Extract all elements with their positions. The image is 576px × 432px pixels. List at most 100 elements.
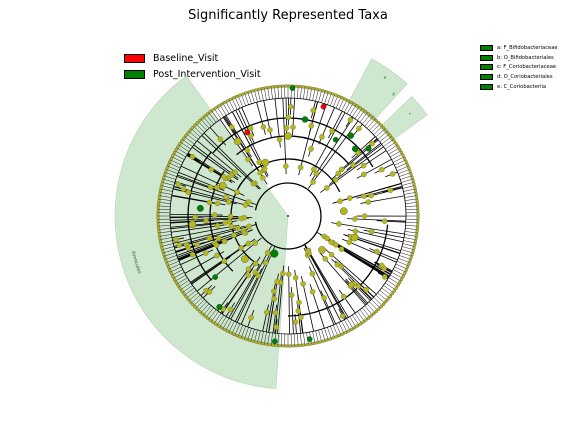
branch-edge [180, 165, 245, 197]
tip-edge [390, 150, 401, 158]
tip-edge [198, 121, 207, 131]
branch-edge [288, 266, 290, 334]
tip-edge [373, 126, 383, 135]
tip-edge [189, 131, 199, 140]
tip-node [160, 246, 164, 250]
clade-node [283, 125, 290, 131]
clade-label-c: c: F_Coriobacteriaceae [497, 64, 557, 71]
tip-edge [369, 121, 378, 131]
tip-edge [357, 311, 365, 322]
chart-title: Significantly Represented Taxa [188, 8, 388, 23]
clade-node [297, 164, 304, 171]
clade-node [309, 288, 316, 295]
baseline-node [320, 103, 327, 110]
tip-edge [332, 324, 338, 337]
tip-edge [203, 305, 212, 315]
clade-node [298, 314, 304, 321]
tip-node [394, 286, 398, 290]
tip-edge [366, 119, 376, 129]
branch-edge [369, 248, 398, 261]
tip-edge [303, 87, 306, 100]
clade-node [348, 281, 354, 288]
tip-outer-ring [156, 84, 420, 348]
tip-edge [184, 136, 195, 145]
tip-node [294, 84, 299, 88]
tip-edge [260, 331, 264, 344]
branch-edge [325, 249, 377, 295]
tip-node [381, 302, 386, 306]
branch-edge [331, 222, 405, 235]
tip-edge [357, 110, 365, 121]
tip-node [402, 156, 407, 161]
tip-edge [386, 280, 398, 287]
clade-node [206, 235, 213, 241]
clade-node [221, 258, 227, 264]
clade-node [238, 215, 244, 222]
tip-node [193, 305, 197, 309]
tip-node [261, 341, 265, 346]
tip-node [355, 324, 360, 328]
tip-edge [300, 333, 302, 346]
tip-edge [401, 249, 413, 254]
tip-node [340, 332, 345, 336]
tip-edge [222, 318, 230, 329]
clade-node [352, 228, 359, 234]
tip-node [416, 212, 420, 216]
branch-edge [221, 256, 261, 314]
tip-node [158, 189, 163, 193]
tip-node [416, 215, 420, 220]
clade-node [292, 274, 299, 281]
clade-node [245, 272, 251, 278]
branch-edge [178, 251, 201, 261]
clade-legend: a: F_Bifidobacteriaceae b: O_Bifidobacte… [480, 43, 558, 92]
clade-node [329, 128, 335, 134]
tip-edge [369, 301, 378, 311]
tip-node [415, 226, 420, 230]
major-clade-node [261, 158, 270, 167]
tip-edge [208, 309, 217, 320]
tip-edge [160, 188, 173, 192]
tip-node [219, 102, 224, 106]
tip-edge [166, 169, 178, 174]
phylum-arc-upper [238, 158, 341, 193]
clade-node [300, 281, 306, 287]
tip-node [217, 324, 221, 328]
tip-edge [306, 87, 309, 100]
tip-edge [159, 195, 172, 198]
tip-node [413, 188, 418, 193]
clade-node [313, 170, 319, 177]
tip-node [228, 97, 233, 102]
tip-node [157, 199, 161, 203]
clade-node [222, 220, 228, 226]
tip-node [277, 84, 282, 88]
branch-edge [240, 246, 276, 325]
tip-node [394, 142, 398, 146]
tip-edge [254, 329, 258, 342]
tip-node [203, 114, 207, 118]
tree-nodes [173, 85, 396, 345]
tip-edge [167, 166, 180, 172]
tip-node [161, 179, 165, 183]
tip-edge [396, 260, 409, 266]
enriched-node [332, 136, 339, 143]
clade-label-d: d: O_Coriobacteriales [497, 74, 553, 81]
tip-edge [250, 329, 255, 341]
major-clade-node [339, 207, 348, 215]
tip-node [235, 333, 239, 338]
tip-node [416, 209, 420, 213]
clade-node [295, 308, 302, 314]
tip-edge [400, 175, 412, 180]
tip-node [409, 256, 413, 260]
tip-edge [158, 205, 171, 207]
tip-node [164, 259, 168, 263]
branch-edge [171, 224, 240, 238]
tip-edge [346, 318, 354, 329]
clade-node [180, 186, 187, 192]
tip-node [325, 338, 329, 342]
clade-node [267, 127, 273, 133]
tip-edge [158, 228, 171, 230]
tip-node [247, 90, 251, 94]
tip-node [414, 192, 418, 196]
clade-node [213, 242, 220, 248]
tip-edge [260, 88, 264, 101]
